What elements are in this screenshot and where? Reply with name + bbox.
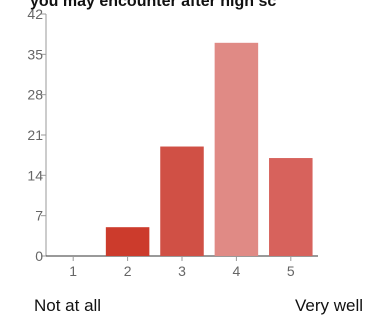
y-tick-label: 0	[35, 248, 43, 264]
x-tick-label: 4	[233, 263, 241, 279]
bar-5	[269, 158, 313, 256]
scale-max-label: Very well	[294, 296, 363, 315]
x-tick-label: 5	[287, 263, 295, 279]
bar-4	[214, 42, 259, 256]
bar-3	[160, 146, 204, 256]
chart-title: you may encounter after high sc	[30, 0, 276, 10]
bar-2	[105, 227, 150, 256]
x-tick-label: 1	[69, 263, 77, 279]
y-tick-label: 28	[27, 87, 43, 103]
y-tick-label: 35	[27, 46, 43, 62]
x-tick-label: 2	[124, 263, 132, 279]
y-tick-label: 7	[35, 208, 43, 224]
y-tick-label: 14	[27, 167, 43, 183]
y-tick-label: 21	[27, 127, 43, 143]
y-tick-label: 42	[27, 6, 43, 22]
scale-min-label: Not at all	[34, 296, 102, 315]
x-tick-label: 3	[178, 263, 186, 279]
